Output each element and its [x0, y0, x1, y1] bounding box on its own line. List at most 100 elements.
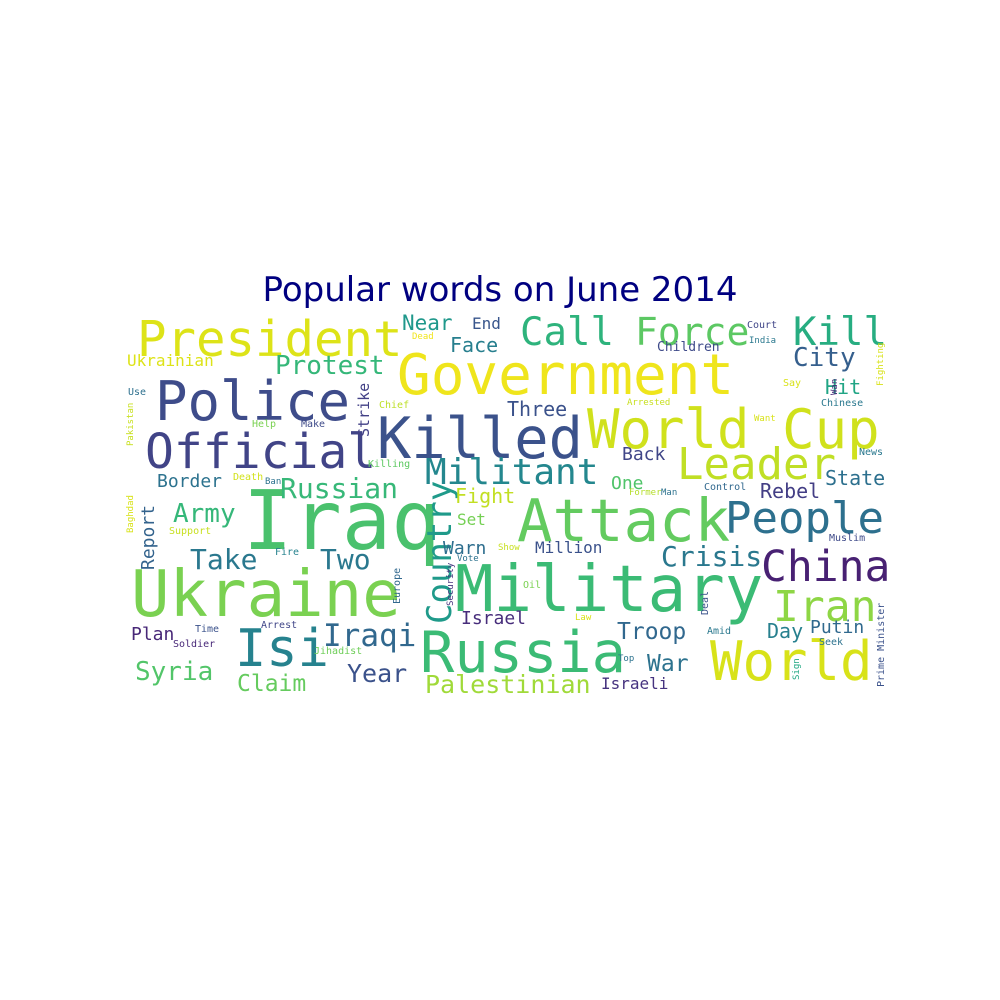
word-death: Death — [233, 472, 264, 483]
word-court: Court — [747, 320, 778, 331]
word-call: Call — [520, 313, 614, 355]
word-iraqi: Iraqi — [323, 618, 417, 654]
word-warn: Warn — [443, 538, 487, 559]
word-world: World — [710, 630, 873, 693]
word-want: Want — [754, 414, 776, 424]
word-claim: Claim — [237, 671, 307, 697]
word-chinese: Chinese — [821, 398, 864, 409]
word-show: Show — [498, 543, 520, 553]
word-muslim: Muslim — [829, 533, 866, 544]
word-security: Security — [446, 562, 456, 606]
word-border: Border — [157, 471, 223, 492]
word-pakistan: Pakistan — [126, 402, 136, 446]
word-chief: Chief — [379, 400, 410, 411]
word-jihadist: Jihadist — [314, 646, 363, 657]
word-news: News — [859, 447, 884, 458]
word-palestinian: Palestinian — [425, 670, 591, 699]
word-crisis: Crisis — [661, 540, 763, 573]
word-russian: Russian — [280, 472, 399, 505]
word-support: Support — [169, 526, 212, 537]
word-baghdad: Baghdad — [126, 495, 136, 533]
word-putin: Putin — [810, 617, 865, 638]
word-rebel: Rebel — [760, 479, 821, 503]
word-prime-minister: Prime Minister — [876, 602, 887, 687]
word-deal: Deal — [700, 590, 711, 615]
word-ukraine: Ukraine — [131, 558, 401, 632]
word-help: Help — [252, 419, 277, 430]
word-time: Time — [195, 624, 220, 635]
word-seek: Seek — [819, 637, 844, 648]
word-killing: Killing — [368, 459, 411, 470]
word-government: Government — [397, 343, 735, 408]
word-army: Army — [173, 499, 236, 529]
word-india: India — [749, 336, 777, 346]
word-day: Day — [767, 619, 804, 643]
word-sign: Sign — [792, 658, 802, 680]
word-year: Year — [347, 659, 408, 688]
word-iraq: Iraq — [243, 474, 441, 569]
word-troop: Troop — [617, 619, 687, 645]
word-military: Military — [455, 553, 764, 627]
word-children: Children — [657, 340, 720, 355]
word-report: Report — [138, 504, 159, 570]
word-vote: Vote — [457, 554, 479, 564]
word-two: Two — [320, 543, 371, 576]
word-make: Make — [301, 419, 326, 430]
word-state: State — [825, 466, 886, 490]
word-top: Top — [618, 654, 635, 664]
word-arrest: Arrest — [261, 620, 298, 631]
word-end: End — [472, 314, 501, 333]
word-fighting: Fighting — [876, 342, 886, 386]
word-take: Take — [190, 543, 258, 576]
word-war: War — [647, 651, 689, 677]
word-dead: Dead — [412, 332, 434, 342]
word-russia: Russia — [420, 620, 626, 686]
word-former: Former — [629, 488, 662, 498]
word-killed: Killed — [377, 406, 583, 472]
word-say: Say — [783, 378, 802, 389]
word-president: President — [137, 313, 403, 368]
word-cloud: Iraq Military Government Ukraine Attack Russi… — [125, 313, 895, 699]
word-militant: Militant — [425, 452, 599, 493]
word-use: Use — [128, 387, 147, 398]
word-protest: Protest — [275, 351, 385, 381]
word-europe: Europe — [392, 567, 403, 604]
word-world-cup: World Cup — [587, 398, 880, 461]
word-israeli: Israeli — [601, 674, 669, 693]
word-one: One — [611, 473, 644, 494]
word-kill: Kill — [793, 313, 887, 355]
word-soldier: Soldier — [173, 639, 216, 650]
word-three: Three — [507, 397, 568, 421]
word-iran: Iran — [773, 582, 877, 632]
word-city: City — [793, 343, 856, 373]
word-man: Man — [661, 488, 678, 498]
word-amid: Amid — [707, 626, 732, 637]
word-people: People — [725, 493, 884, 544]
word-isi: Isi — [235, 619, 329, 679]
word-ukrainian: Ukrainian — [127, 351, 214, 370]
word-strike: Strike — [355, 382, 373, 437]
word-israel: Israel — [461, 608, 527, 629]
word-attack: Attack — [517, 486, 731, 555]
word-leader: Leader — [677, 439, 836, 490]
word-police: Police — [155, 370, 351, 433]
word-fire: Fire — [275, 547, 300, 558]
word-back: Back — [622, 444, 666, 465]
word-control: Control — [704, 482, 747, 493]
word-set: Set — [457, 510, 486, 529]
chart-title: Popular words on June 2014 — [262, 270, 738, 310]
word-oil: Oil — [523, 580, 542, 591]
word-face: Face — [450, 333, 499, 357]
word-official: Official — [145, 424, 377, 480]
word-wan: Wan — [830, 378, 840, 395]
word-hit: Hit — [825, 375, 862, 399]
word-arrested: Arrested — [627, 398, 671, 408]
word-million: Million — [535, 538, 603, 557]
word-law: Law — [575, 613, 592, 623]
word-plan: Plan — [131, 624, 175, 645]
word-fight: Fight — [455, 484, 516, 508]
word-ban: Ban — [265, 477, 282, 487]
word-syria: Syria — [135, 657, 214, 687]
word-china: China — [761, 542, 891, 592]
word-force: Force — [635, 313, 750, 354]
